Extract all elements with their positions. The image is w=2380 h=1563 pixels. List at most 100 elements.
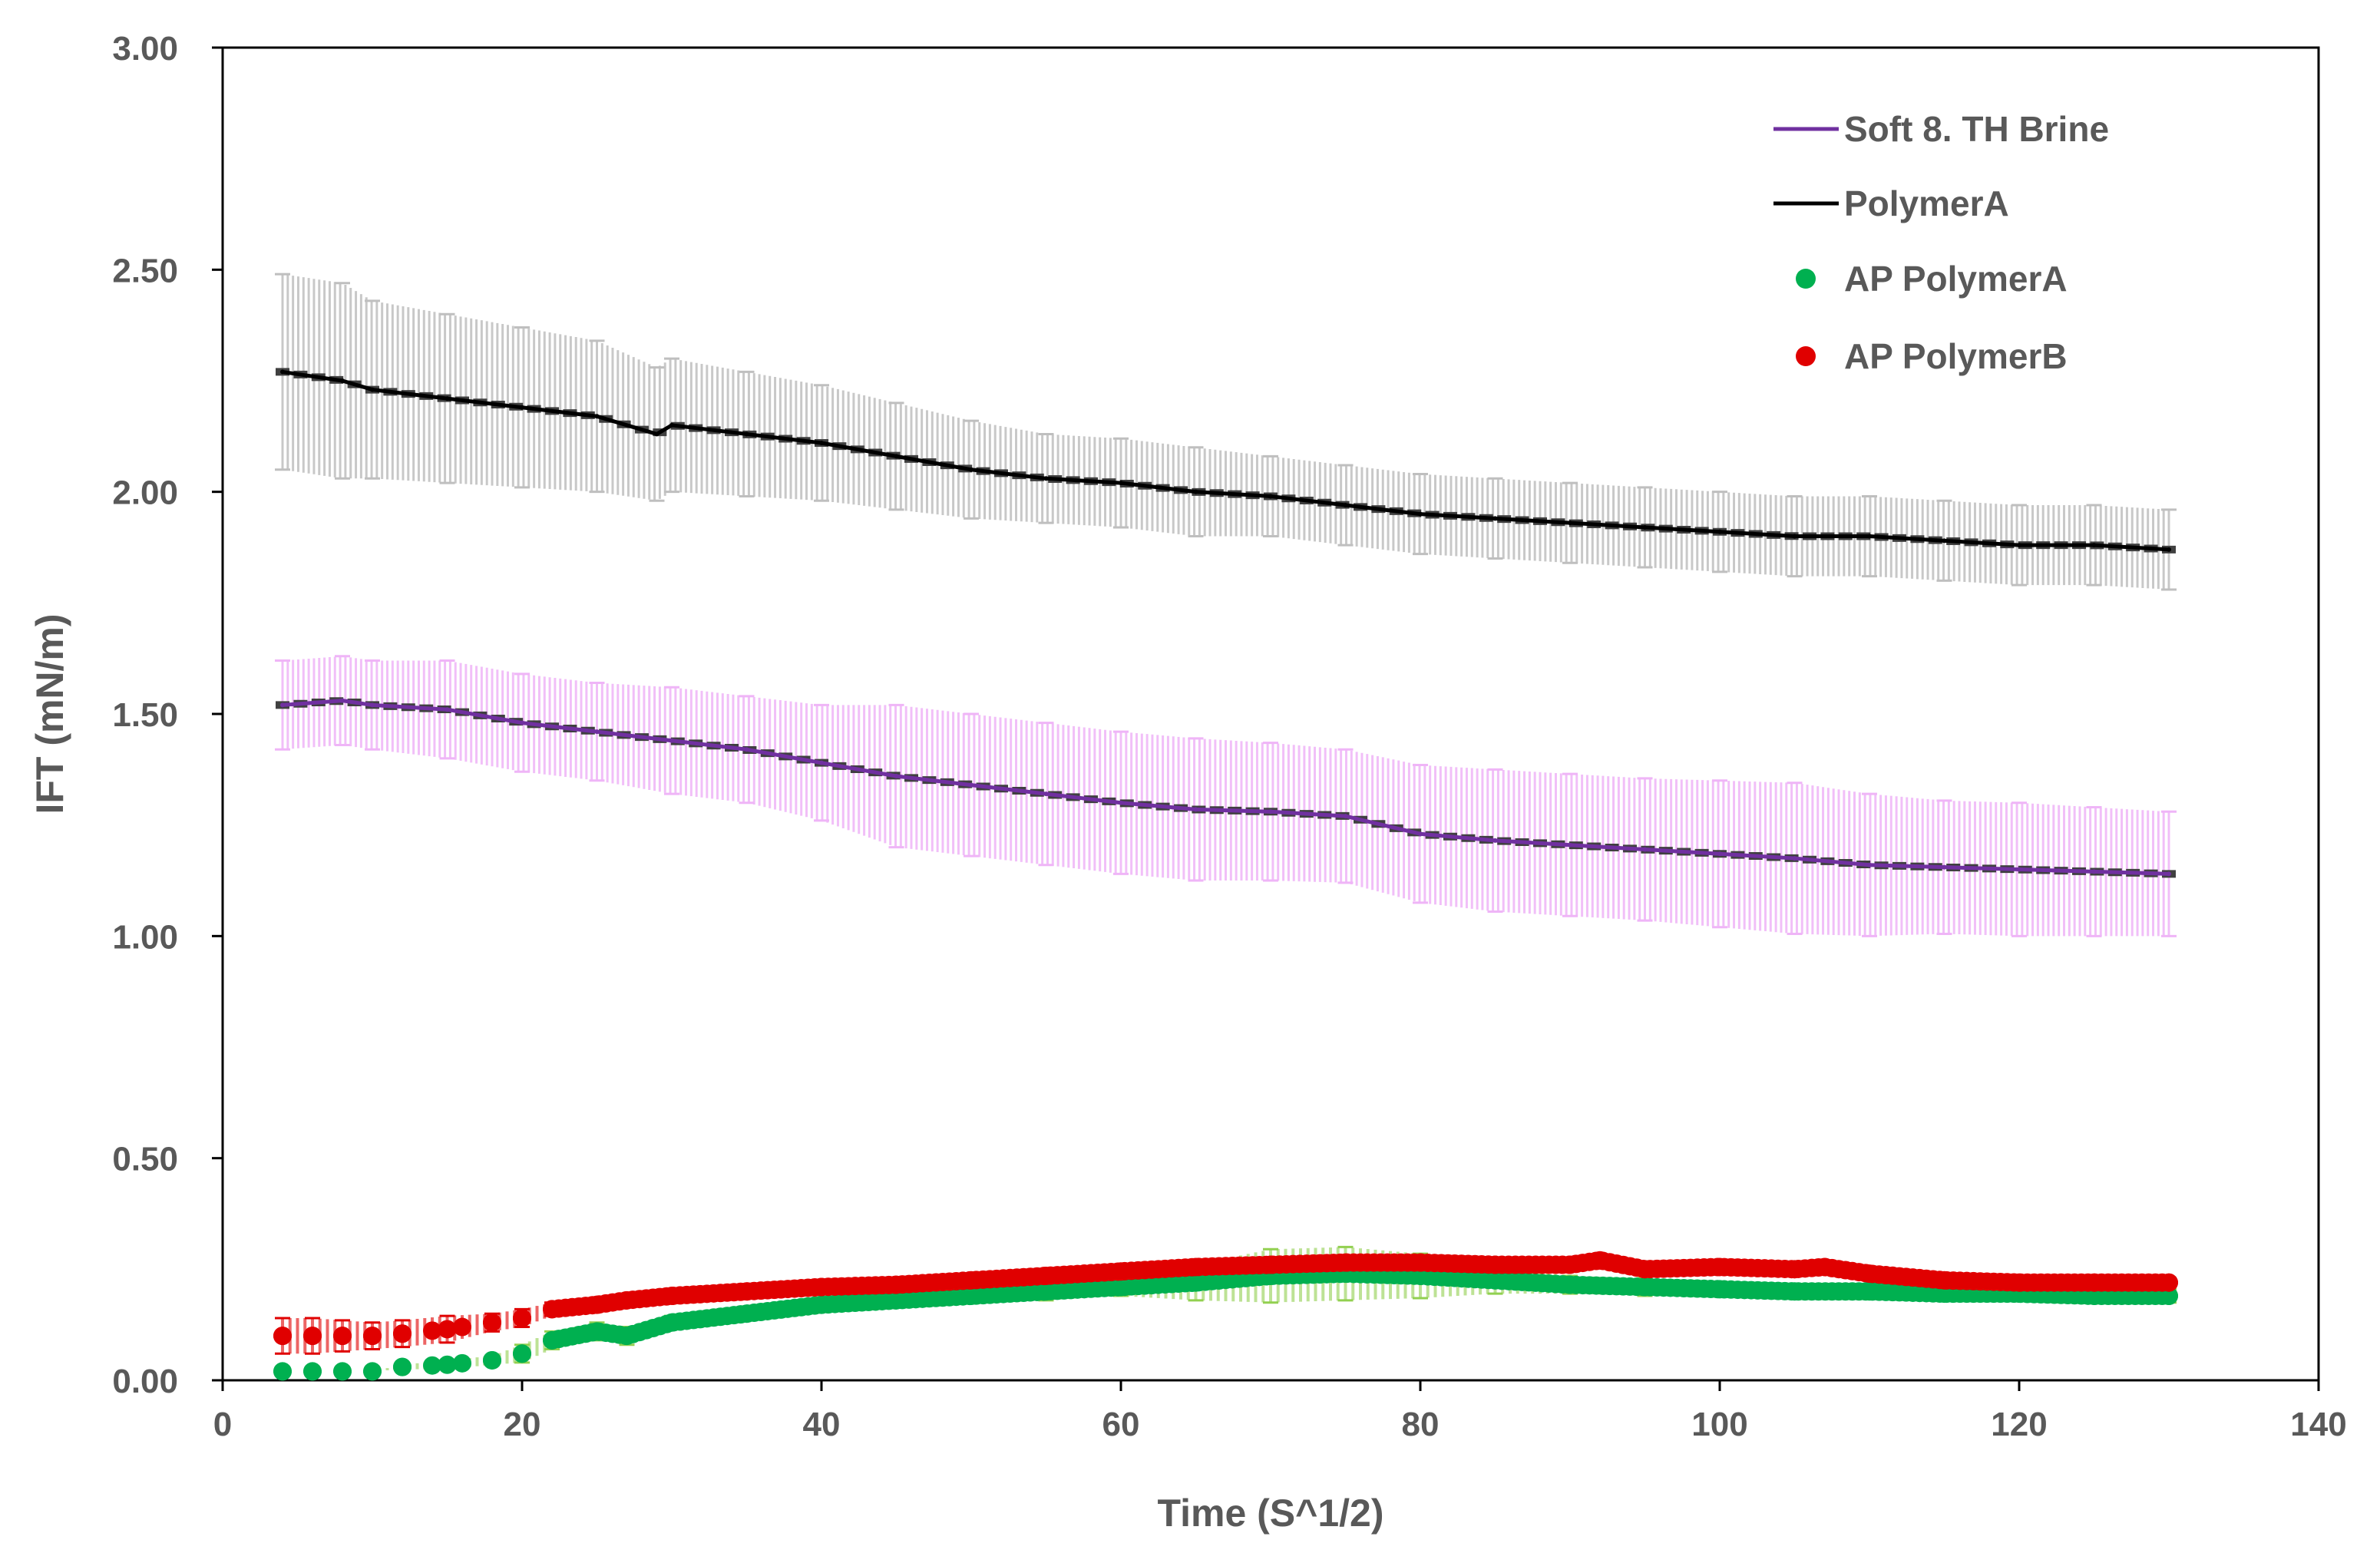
data-point [1036,1267,1056,1286]
data-point [1711,1257,1729,1277]
data-point [2010,1273,2028,1292]
x-tick-label: 140 [2290,1406,2346,1443]
data-point [2017,543,2021,548]
data-point [1043,476,1049,481]
data-point [543,1300,561,1319]
data-point [1418,831,1423,837]
data-point [1568,842,1572,848]
data-point [663,1313,681,1332]
data-point [1119,800,1123,805]
y-axis-title: IFT (mN/m) [28,613,71,814]
data-point [333,1362,352,1381]
data-point [1785,1260,1804,1279]
marker [423,1356,441,1375]
data-point [340,698,345,703]
data-point [1411,1253,1430,1272]
data-point [1867,862,1872,867]
legend-label-ap-polymerb: AP PolymerB [1844,336,2068,376]
data-point [1486,1255,1505,1274]
data-point [1186,1257,1205,1277]
y-tick-label: 1.00 [112,918,178,956]
data-point [370,702,375,708]
data-point [445,707,450,712]
data-point [1635,1260,1654,1279]
data-point [669,738,674,743]
x-tick-label: 40 [803,1406,841,1443]
data-point [1112,1262,1130,1281]
data-point [887,1290,906,1310]
data-point [1492,838,1498,843]
data-point [2167,871,2171,877]
data-point [483,1350,501,1370]
data-point [340,378,345,383]
data-point [1711,1280,1729,1299]
data-point [663,1287,681,1306]
y-tick-label: 2.50 [112,252,178,289]
data-point [333,1327,352,1346]
marker [453,1353,471,1373]
data-point [587,1295,607,1314]
y-tick-label: 0.50 [112,1141,178,1178]
data-point [1268,809,1273,815]
data-point [1568,520,1572,526]
data-point [1792,856,1797,861]
data-point [1036,1282,1056,1301]
data-point [1486,1271,1505,1290]
data-point [303,1327,322,1346]
data-point [370,387,375,392]
data-point [887,1275,906,1294]
legend-label-ap-polymera: AP PolymerA [1844,259,2068,299]
data-point [520,720,524,725]
marker [423,1321,441,1340]
series-layer [273,368,2178,1381]
data-point [438,1355,457,1374]
data-point [483,1313,501,1332]
x-tick-label: 100 [1691,1406,1747,1443]
data-point [1815,1257,1834,1277]
data-point [1717,529,1722,534]
data-point [2160,1273,2178,1292]
x-tick-label: 0 [213,1406,232,1443]
data-point [1942,538,1947,544]
x-tick-label: 80 [1402,1406,1440,1443]
axis-layer: 0 20 40 60 80 100 120 140 0.00 0.50 1.00 1.50 2.00 2.… [112,30,2346,1443]
data-point [594,414,600,419]
x-axis-title: Time (S^1/2) [1157,1492,1383,1535]
y-tick-label: 2.00 [112,474,178,512]
legend-label-soft8-th-brine: Soft 8. TH Brine [1844,109,2109,149]
data-point [303,1362,322,1381]
data-point [594,729,600,735]
x-tick-label: 60 [1102,1406,1140,1443]
legend-swatch-ap-polymera [1796,269,1816,289]
data-point [1935,1271,1954,1290]
data-point [2091,543,2097,548]
data-point [1591,1251,1609,1270]
data-point [1261,1255,1280,1274]
data-point [962,1287,980,1306]
marker [453,1317,471,1337]
data-point [1635,1277,1654,1297]
data-point [363,1362,382,1381]
data-point [819,441,824,446]
data-point [1717,851,1722,857]
data-point [1186,1273,1205,1292]
data-point [962,1271,980,1290]
data-point [1785,1282,1804,1301]
data-point [654,431,659,437]
data-point [2167,547,2171,552]
data-point [445,396,450,401]
data-point [543,1330,561,1350]
series-polymera [276,368,2176,553]
data-point [969,467,973,472]
data-point [1193,807,1198,812]
data-point [587,1322,607,1341]
data-point [744,747,749,752]
legend-label-polymera: PolymerA [1844,183,2009,223]
y-tick-label: 3.00 [112,30,178,68]
data-point [894,774,899,779]
data-point [1792,534,1797,539]
y-tick-label: 1.50 [112,696,178,734]
data-point [1867,534,1872,539]
